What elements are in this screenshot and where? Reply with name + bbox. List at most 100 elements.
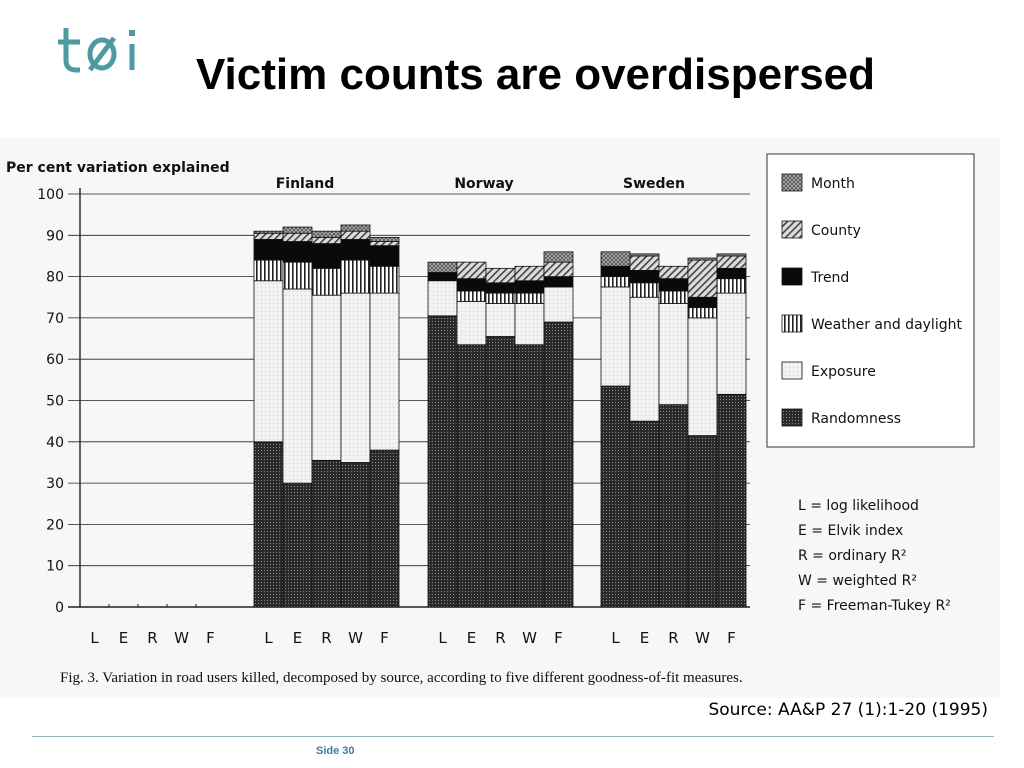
bar-segment-trend [543, 276, 574, 288]
x-tick-label: E [640, 629, 649, 647]
x-tick-label: L [264, 629, 273, 647]
bar-segment-county [456, 261, 487, 280]
bar-segment-trend [485, 282, 516, 294]
bar-segment-trend [600, 265, 631, 277]
bar-segment-weather-and-daylight [514, 292, 545, 304]
y-tick-label: 30 [46, 476, 64, 492]
bar-segment-randomness [629, 420, 660, 608]
measure-key-line: E = Elvik index [798, 523, 903, 539]
y-tick-label: 60 [46, 352, 64, 368]
x-tick-label: F [554, 629, 563, 647]
bar-segment-month [282, 226, 313, 234]
bar-segment-trend [282, 241, 313, 263]
x-tick-label: W [522, 629, 537, 647]
group-label: Finland [276, 176, 335, 192]
bar-segment-randomness [658, 404, 689, 608]
x-tick-label: W [695, 629, 710, 647]
bar-segment-exposure [427, 280, 458, 317]
bar-segment-exposure [629, 296, 660, 422]
bar-segment-exposure [311, 294, 342, 461]
legend-label: County [811, 223, 861, 239]
x-tick-label: R [495, 629, 505, 647]
bar-segment-exposure [340, 292, 371, 463]
measure-key-line: R = ordinary R² [798, 548, 907, 564]
x-tick-label: E [467, 629, 476, 647]
x-tick-label: R [321, 629, 331, 647]
bar-segment-exposure [658, 303, 689, 406]
measure-key-line: F = Freeman-Tukey R² [798, 598, 951, 614]
bar-segment-trend [369, 245, 400, 267]
bar-segment-trend [340, 239, 371, 261]
legend-swatch [781, 361, 803, 380]
bar-segment-county [687, 259, 718, 298]
bar-segment-month [340, 224, 371, 232]
bar-segment-weather-and-daylight [369, 265, 400, 294]
bar-segment-county [311, 236, 342, 244]
bar-segment-county [716, 255, 747, 269]
bar-segment-exposure [282, 288, 313, 484]
bar-segment-weather-and-daylight [687, 307, 718, 319]
x-tick-label: L [438, 629, 447, 647]
bar-segment-month [369, 236, 400, 242]
x-tick-label: R [147, 629, 157, 647]
bar-segment-randomness [514, 344, 545, 608]
bar-segment-trend [658, 278, 689, 292]
bar-segment-county [369, 241, 400, 247]
x-tick-label: F [380, 629, 389, 647]
page-title: Victim counts are overdispersed [196, 50, 876, 99]
slide-number: Side 30 [316, 745, 355, 757]
bar-segment-randomness [369, 449, 400, 608]
y-tick-label: 70 [46, 311, 64, 327]
legend-box [766, 153, 975, 448]
legend-swatch [781, 267, 803, 286]
bar-segment-exposure [600, 286, 631, 387]
measure-key-line: L = log likelihood [798, 498, 919, 514]
x-tick-label: L [90, 629, 99, 647]
bar-segment-county [340, 230, 371, 240]
bar-segment-trend [629, 270, 660, 284]
legend-label: Weather and daylight [811, 317, 962, 333]
legend-label: Trend [810, 270, 849, 286]
bar-segment-county [543, 261, 574, 277]
y-tick-label: 20 [46, 517, 64, 533]
bar-segment-randomness [427, 315, 458, 608]
y-tick-label: 80 [46, 270, 64, 286]
x-tick-label: E [119, 629, 128, 647]
x-tick-label: E [293, 629, 302, 647]
bar-segment-month [253, 230, 284, 234]
legend-label: Exposure [811, 364, 876, 380]
bar-segment-month [543, 251, 574, 263]
bar-segment-weather-and-daylight [658, 290, 689, 304]
legend-swatch [781, 314, 803, 333]
bar-segment-weather-and-daylight [253, 259, 284, 282]
bar-segment-exposure [369, 292, 400, 451]
bar-segment-month [716, 253, 747, 257]
bar-segment-randomness [282, 482, 313, 608]
bar-segment-weather-and-daylight [282, 261, 313, 290]
bar-segment-exposure [716, 292, 747, 395]
x-tick-label: F [727, 629, 736, 647]
bar-segment-trend [253, 239, 284, 261]
legend-swatch [781, 173, 803, 192]
bar-segment-weather-and-daylight [485, 292, 516, 304]
bar-segment-county [514, 265, 545, 282]
bar-segment-county [658, 265, 689, 280]
y-tick-label: 0 [55, 600, 64, 616]
y-tick-label: 40 [46, 435, 64, 451]
bar-segment-randomness [456, 344, 487, 608]
bar-segment-month [311, 230, 342, 238]
group-label: Sweden [623, 176, 685, 192]
bar-segment-trend [687, 296, 718, 308]
bar-segment-exposure [543, 286, 574, 323]
bar-segment-county [629, 255, 660, 271]
legend-label: Randomness [811, 411, 901, 427]
bar-segment-randomness [340, 462, 371, 608]
y-tick-label: 100 [37, 187, 64, 203]
legend-label: Month [811, 176, 855, 192]
bar-segment-weather-and-daylight [629, 282, 660, 298]
bar-segment-county [485, 267, 516, 284]
bar-segment-trend [456, 278, 487, 292]
bar-segment-month [687, 257, 718, 261]
y-tick-label: 90 [46, 228, 64, 244]
